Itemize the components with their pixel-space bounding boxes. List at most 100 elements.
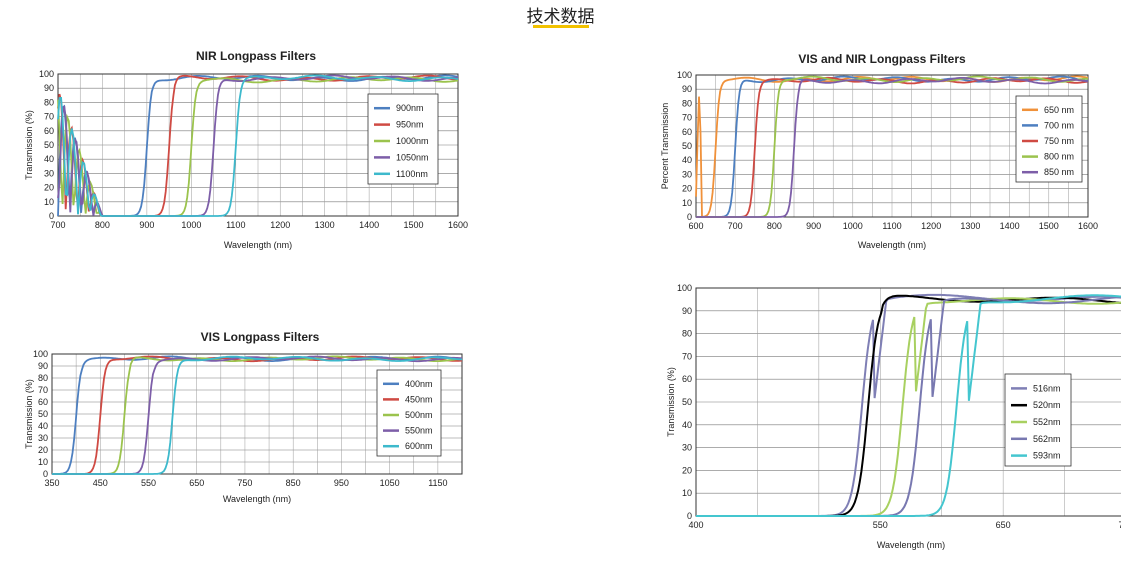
x-tick-label: 850: [286, 478, 301, 488]
title-underline: [533, 25, 589, 28]
chart-title: VIS Longpass Filters: [201, 330, 320, 344]
legend-label: 516nm: [1033, 383, 1061, 393]
y-tick-label: 30: [38, 433, 48, 443]
chart-title: VIS and NIR Longpass Filters: [798, 52, 966, 66]
y-tick-label: 40: [682, 420, 692, 430]
legend-label: 600nm: [405, 441, 433, 451]
chart-vis-longpass: VIS Longpass Filters 0 10 20 30 40 50 60 70 80 90 1…: [24, 330, 463, 504]
x-tick-label: 1150: [428, 478, 447, 488]
x-tick-label: 1400: [359, 220, 379, 230]
y-tick-label: 100: [39, 69, 54, 79]
y-tick-label: 50: [38, 409, 48, 419]
x-tick-label: 700: [50, 220, 65, 230]
x-tick-label: 1000: [843, 221, 863, 231]
x-tick-label: 650: [996, 520, 1011, 530]
x-tick-label: 1200: [921, 221, 941, 231]
y-tick-label: 90: [44, 83, 54, 93]
x-tick-label: 600: [688, 221, 703, 231]
y-tick-label: 100: [33, 349, 48, 359]
y-tick-label: 80: [38, 373, 48, 383]
chart-dichroic-longpass: 0 10 20 30 40 50 60 70 80 90 100 400 550 650 750 Wavele…: [666, 283, 1121, 550]
x-tick-label: 650: [189, 478, 204, 488]
x-tick-label: 1600: [448, 220, 468, 230]
x-axis-label: Wavelength (nm): [858, 240, 926, 250]
x-tick-label: 1500: [1039, 221, 1059, 231]
y-tick-label: 50: [682, 397, 692, 407]
y-tick-label: 80: [44, 97, 54, 107]
chart-title: NIR Longpass Filters: [196, 49, 316, 63]
legend-label: 700 nm: [1044, 120, 1074, 130]
y-tick-label: 50: [682, 141, 692, 151]
y-axis-label: Transmission (%): [24, 110, 34, 180]
x-tick-label: 350: [44, 478, 59, 488]
x-tick-label: 750: [237, 478, 252, 488]
y-tick-label: 30: [44, 168, 54, 178]
y-tick-label: 10: [682, 198, 692, 208]
x-tick-label: 900: [806, 221, 821, 231]
legend-label: 800 nm: [1044, 152, 1074, 162]
y-tick-label: 100: [677, 70, 692, 80]
x-tick-label: 1100: [882, 221, 901, 231]
legend-label: 1100nm: [396, 169, 428, 179]
y-tick-label: 60: [44, 126, 54, 136]
legend-label: 400nm: [405, 379, 433, 389]
legend-label: 900nm: [396, 103, 424, 113]
y-tick-label: 60: [682, 374, 692, 384]
legend-label: 950nm: [396, 120, 424, 130]
x-axis-label: Wavelength (nm): [224, 240, 292, 250]
x-tick-label: 400: [688, 520, 703, 530]
y-axis-label: Transmission (%): [666, 367, 676, 437]
legend-label: 750 nm: [1044, 136, 1074, 146]
x-tick-label: 800: [95, 220, 110, 230]
x-tick-label: 550: [873, 520, 888, 530]
x-tick-label: 1400: [1000, 221, 1020, 231]
y-tick-label: 20: [682, 184, 692, 194]
legend-label: 593nm: [1033, 451, 1061, 461]
y-tick-label: 40: [682, 155, 692, 165]
x-tick-label: 700: [728, 221, 743, 231]
legend-label: 520nm: [1033, 400, 1061, 410]
chart-vis-nir-longpass: VIS and NIR Longpass Filters 0 10 20 30 40 50 6…: [660, 52, 1098, 250]
legend-label: 552nm: [1033, 417, 1061, 427]
y-tick-label: 40: [44, 154, 54, 164]
x-tick-label: 1100: [226, 220, 245, 230]
y-tick-label: 70: [682, 351, 692, 361]
y-tick-label: 100: [677, 283, 692, 293]
x-tick-label: 450: [93, 478, 108, 488]
y-tick-label: 10: [44, 197, 54, 207]
y-tick-label: 80: [682, 329, 692, 339]
y-tick-label: 20: [682, 465, 692, 475]
y-tick-label: 10: [682, 488, 692, 498]
y-axis-label: Transmission (%): [24, 379, 34, 449]
y-tick-label: 90: [682, 84, 692, 94]
legend-label: 562nm: [1033, 434, 1061, 444]
x-tick-label: 1000: [181, 220, 201, 230]
x-axis-label: Wavelength (nm): [223, 494, 291, 504]
x-tick-label: 1600: [1078, 221, 1098, 231]
plot-frame: [51, 353, 463, 475]
series-line: [57, 74, 459, 217]
y-tick-label: 20: [44, 183, 54, 193]
y-tick-label: 60: [38, 397, 48, 407]
y-tick-label: 10: [38, 457, 48, 467]
chart-nir-longpass: NIR Longpass Filters 0 10 20 30 40 50 60 70 80 90 1…: [24, 49, 468, 250]
y-tick-label: 90: [682, 306, 692, 316]
legend-label: 500nm: [405, 410, 433, 420]
page-title: 技术数据: [526, 7, 595, 27]
y-tick-label: 30: [682, 169, 692, 179]
x-tick-label: 1200: [270, 220, 290, 230]
x-tick-label: 1300: [315, 220, 335, 230]
legend-label: 450nm: [405, 394, 433, 404]
x-tick-label: 1050: [380, 478, 400, 488]
y-tick-label: 0: [49, 211, 54, 221]
x-tick-label: 900: [139, 220, 154, 230]
series-line: [52, 355, 462, 475]
series-line: [696, 76, 1089, 218]
y-tick-label: 0: [687, 511, 692, 521]
y-tick-label: 20: [38, 445, 48, 455]
y-axis-label: Percent Transmission: [660, 103, 670, 190]
legend-label: 550nm: [405, 426, 433, 436]
y-tick-label: 90: [38, 361, 48, 371]
series-line: [696, 294, 1121, 517]
legend-label: 850 nm: [1044, 167, 1074, 177]
